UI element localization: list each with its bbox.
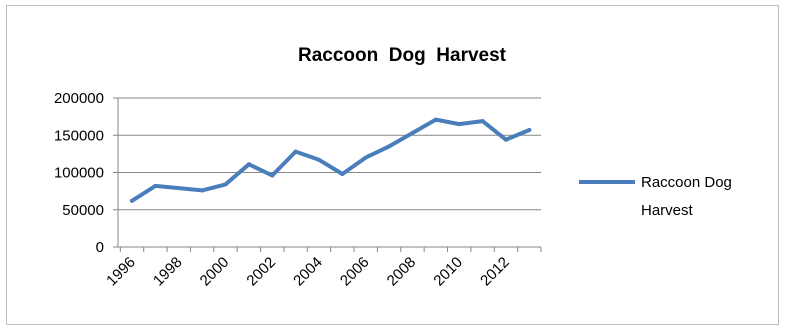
x-tick-label: 1996 bbox=[103, 254, 139, 290]
data-point bbox=[130, 198, 135, 203]
series-layer bbox=[130, 117, 532, 203]
data-point bbox=[293, 149, 298, 154]
x-tick-label: 2008 bbox=[384, 254, 420, 290]
data-point bbox=[246, 162, 251, 167]
data-point bbox=[457, 122, 462, 127]
line-chart: Raccoon Dog Harvest 0 50000 100000 150000 20… bbox=[54, 45, 732, 290]
legend: Raccoon Dog Harvest bbox=[579, 174, 732, 219]
data-point bbox=[387, 144, 392, 149]
legend-label: Raccoon Dog bbox=[641, 174, 732, 191]
x-tick-label: 2006 bbox=[337, 254, 373, 290]
y-tick-label: 50000 bbox=[62, 202, 104, 219]
data-point bbox=[270, 173, 275, 178]
gridlines bbox=[118, 97, 541, 211]
data-point bbox=[316, 157, 321, 162]
x-tick-label: 1998 bbox=[150, 254, 186, 290]
x-tick-label: 2012 bbox=[477, 254, 513, 290]
data-point bbox=[176, 186, 181, 191]
data-point bbox=[200, 188, 205, 193]
data-point bbox=[410, 131, 415, 136]
data-point bbox=[433, 117, 438, 122]
y-tick-label: 150000 bbox=[54, 127, 104, 144]
data-point bbox=[480, 119, 485, 124]
data-point bbox=[527, 128, 532, 133]
chart-title: Raccoon Dog Harvest bbox=[298, 45, 507, 66]
axes bbox=[113, 97, 542, 252]
x-tick-label: 2000 bbox=[197, 254, 233, 290]
y-tick-label: 0 bbox=[96, 239, 104, 256]
legend-label: Harvest bbox=[641, 202, 694, 219]
chart-frame: Raccoon Dog Harvest 0 50000 100000 150000 20… bbox=[6, 5, 779, 325]
data-point bbox=[503, 137, 508, 142]
y-tick-label: 100000 bbox=[54, 165, 104, 182]
data-point bbox=[153, 183, 158, 188]
x-tick-label: 2010 bbox=[430, 254, 466, 290]
y-tick-label: 200000 bbox=[54, 90, 104, 107]
x-tick-label: 2004 bbox=[290, 254, 326, 290]
data-point bbox=[340, 171, 345, 176]
x-tick-label: 2002 bbox=[243, 254, 279, 290]
data-point bbox=[223, 182, 228, 187]
data-point bbox=[363, 155, 368, 160]
series-line-0 bbox=[130, 117, 532, 203]
